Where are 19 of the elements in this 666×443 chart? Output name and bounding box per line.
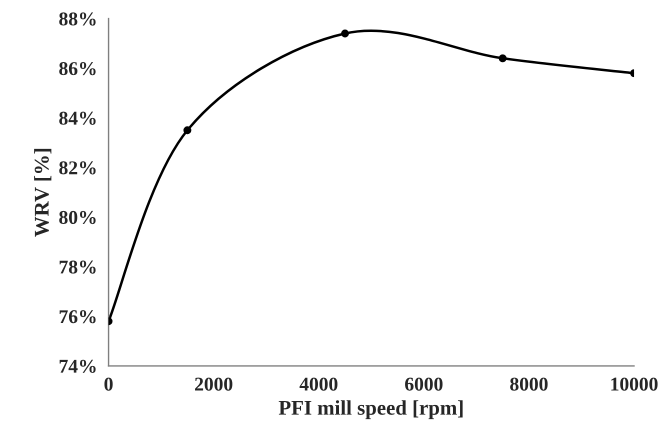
- y-tick-label: 76%: [60, 310, 96, 324]
- x-tick-label: 2000: [195, 378, 232, 391]
- y-tick-label: 74%: [60, 360, 96, 373]
- x-axis-title: PFI mill speed [rpm]: [278, 400, 463, 420]
- y-tick-label: 82%: [59, 161, 96, 174]
- y-axis-title: WRV [%]: [34, 148, 52, 237]
- point: [341, 30, 349, 38]
- x-tick-label: 8000: [510, 378, 548, 391]
- y-tick-label: 84%: [59, 112, 96, 125]
- y-tick-label: 86%: [59, 62, 96, 76]
- y-tick-label: 88%: [59, 12, 96, 26]
- x-tick-label: 10000: [611, 378, 658, 391]
- x-tick-label: 0: [104, 378, 113, 391]
- y-tick-label: 80%: [59, 210, 96, 224]
- point: [498, 54, 507, 62]
- x-tick-label: 6000: [405, 378, 443, 391]
- x-tick-label: 4000: [300, 378, 338, 391]
- y-tick-label: 78%: [60, 260, 96, 274]
- point: [183, 126, 192, 134]
